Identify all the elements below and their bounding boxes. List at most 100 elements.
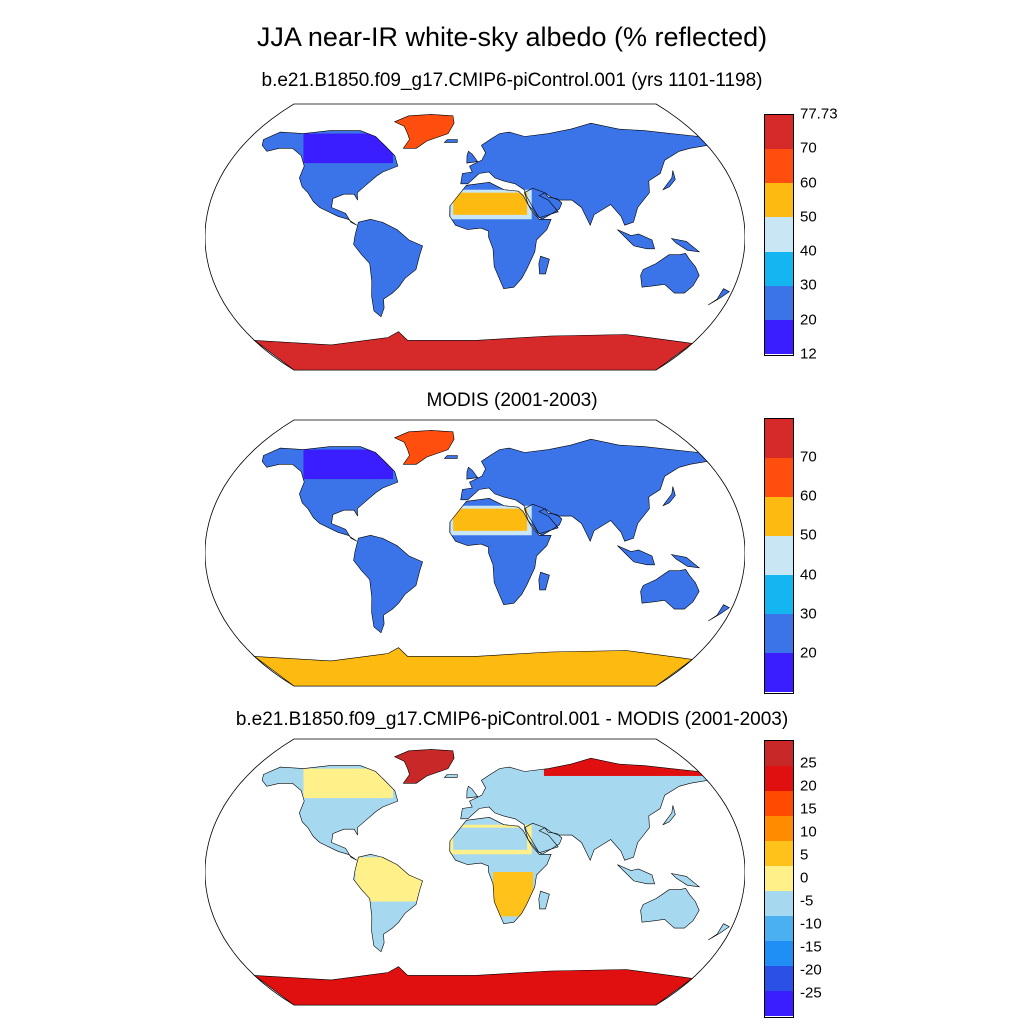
colorbar-tick-label: 5 xyxy=(800,846,809,864)
colorbar-tick-label: -15 xyxy=(800,938,822,956)
coastline xyxy=(353,534,423,634)
colorbar-tick-label: 60 xyxy=(800,487,817,505)
coastline xyxy=(449,181,552,290)
coastline xyxy=(449,816,552,925)
colorbar-swatch xyxy=(764,457,794,497)
colorbar-frame xyxy=(764,114,794,356)
colorbar-tick-label: 70 xyxy=(800,139,817,157)
colorbar-swatch xyxy=(764,890,794,917)
coastline xyxy=(460,757,708,861)
colorbar-tick-label: 20 xyxy=(800,311,817,329)
world-map xyxy=(205,419,745,687)
coastline xyxy=(670,238,701,253)
coastline xyxy=(353,218,423,318)
colorbar-tick-label: 30 xyxy=(800,605,817,623)
colorbar-tick-label: 20 xyxy=(800,777,817,795)
coastline xyxy=(443,455,458,459)
coastline xyxy=(460,122,708,226)
colorbar-frame xyxy=(764,418,794,694)
colorbar-swatch xyxy=(764,865,794,892)
panel-title-model: b.e21.B1850.f09_g17.CMIP6-piControl.001 … xyxy=(261,70,763,91)
coastline xyxy=(466,466,479,480)
coastline xyxy=(524,503,563,536)
coastline xyxy=(460,438,708,542)
panel-title-modis: MODIS (2001-2003) xyxy=(426,390,598,411)
coastline xyxy=(261,446,399,542)
coastline xyxy=(253,966,694,1006)
colorbar-swatch xyxy=(764,815,794,841)
coastline xyxy=(640,568,700,610)
colorbar-swatch xyxy=(764,990,794,1017)
colorbar-swatch xyxy=(764,840,794,866)
colorbar-tick-label: -20 xyxy=(800,961,822,979)
colorbar-tick-label: 70 xyxy=(800,448,817,466)
colorbar-tick-label: 15 xyxy=(800,800,817,818)
map-panel-difference xyxy=(205,737,745,1007)
colorbar-swatch xyxy=(764,535,794,576)
colorbar-swatch xyxy=(764,496,794,536)
colorbar-swatch xyxy=(764,285,794,321)
colorbar-difference: -25 -20 -15 -10 -5 0 5 10 15 20 25 xyxy=(764,740,822,1018)
coastline xyxy=(670,873,701,888)
region-sahara xyxy=(453,508,528,531)
colorbar-tick-label: 50 xyxy=(800,208,817,226)
coastline xyxy=(617,229,656,250)
colorbar-swatch xyxy=(764,940,794,967)
colorbar-model: 12 20 30 40 50 60 70 77.73 xyxy=(764,106,838,363)
coastline xyxy=(670,554,701,569)
coastline xyxy=(443,139,458,143)
coastline xyxy=(449,497,552,606)
colorbar-swatch xyxy=(764,613,794,654)
colorbar-swatch xyxy=(764,652,794,693)
colorbar-swatch xyxy=(764,574,794,615)
coastline xyxy=(538,890,550,910)
colorbar-swatch xyxy=(764,216,794,252)
panel-title-difference: b.e21.B1850.f09_g17.CMIP6-piControl.001 … xyxy=(235,709,789,730)
region-antarctica xyxy=(254,647,693,686)
coastline xyxy=(253,647,694,687)
colorbar-tick-label: 0 xyxy=(800,869,809,887)
colorbar-swatch xyxy=(764,965,794,992)
colorbar-tick-label: 10 xyxy=(800,823,817,841)
main-title: JJA near-IR white-sky albedo (% reflecte… xyxy=(256,22,768,52)
colorbar-modis: 20 30 40 50 60 70 xyxy=(764,418,817,694)
region-antarctica xyxy=(254,966,693,1005)
coastline xyxy=(261,765,399,861)
coastline xyxy=(708,604,730,622)
coastline xyxy=(662,170,676,191)
colorbar-tick-label: 40 xyxy=(800,566,817,584)
coastline xyxy=(393,114,455,149)
coastline xyxy=(617,545,656,566)
region-sahara xyxy=(453,827,528,850)
coastline xyxy=(393,749,455,784)
region-antarctica xyxy=(254,331,693,370)
coastline xyxy=(708,923,730,941)
coastline xyxy=(443,774,458,778)
world-map xyxy=(205,103,745,371)
colorbar-tick-label: -10 xyxy=(800,915,822,933)
coastline xyxy=(538,255,550,275)
coastline xyxy=(353,853,423,953)
region-sahara xyxy=(453,192,528,215)
coastline xyxy=(524,822,563,855)
coastline xyxy=(524,187,563,220)
coastline xyxy=(640,887,700,929)
colorbar-swatch xyxy=(764,765,794,791)
coastline xyxy=(261,130,399,226)
coastline xyxy=(466,150,479,164)
coastline xyxy=(617,864,656,885)
coastline xyxy=(538,571,550,591)
coastline xyxy=(393,430,455,465)
colorbar-tick-label: 60 xyxy=(800,174,817,192)
colorbar-swatch xyxy=(764,319,794,355)
coastline xyxy=(466,785,479,799)
colorbar-tick-label: 12 xyxy=(800,345,817,363)
world-map xyxy=(205,738,745,1006)
colorbar-swatch xyxy=(764,148,794,184)
colorbar-swatch xyxy=(764,182,794,218)
colorbar-swatch xyxy=(764,740,794,766)
colorbar-swatch xyxy=(764,114,794,149)
colorbar-swatch xyxy=(764,915,794,942)
colorbar-tick-label: 50 xyxy=(800,526,817,544)
coastline xyxy=(708,288,730,306)
